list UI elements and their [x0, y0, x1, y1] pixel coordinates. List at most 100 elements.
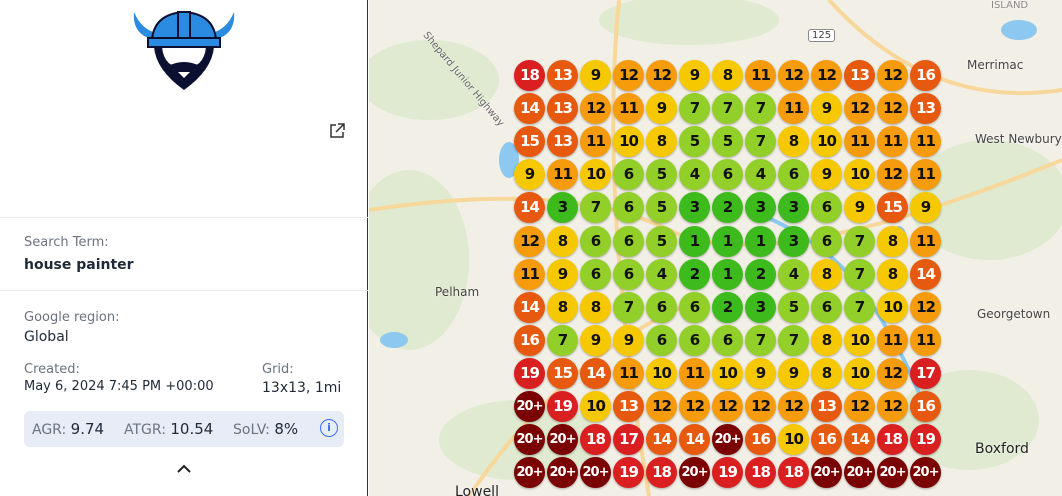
- rank-pin[interactable]: 11: [745, 60, 776, 91]
- rank-pin[interactable]: 11: [613, 357, 644, 389]
- rank-pin[interactable]: 13: [547, 126, 578, 158]
- rank-pin[interactable]: 11: [910, 126, 941, 158]
- rank-pin[interactable]: 10: [844, 159, 875, 191]
- rank-pin[interactable]: 14: [844, 424, 875, 456]
- rank-pin[interactable]: 6: [613, 258, 644, 290]
- rank-pin[interactable]: 6: [679, 324, 710, 356]
- rank-pin[interactable]: 2: [712, 291, 743, 323]
- rank-pin[interactable]: 7: [745, 324, 776, 356]
- rank-pin[interactable]: 11: [613, 93, 644, 125]
- rank-pin[interactable]: 15: [877, 192, 908, 224]
- rank-pin[interactable]: 4: [679, 159, 710, 191]
- rank-pin[interactable]: 6: [679, 291, 710, 323]
- rank-pin[interactable]: 5: [646, 192, 677, 224]
- rank-pin[interactable]: 7: [745, 126, 776, 158]
- rank-pin[interactable]: 18: [745, 457, 776, 489]
- rank-pin[interactable]: 19: [910, 424, 941, 456]
- rank-pin[interactable]: 3: [745, 291, 776, 323]
- rank-pin[interactable]: 19: [547, 391, 578, 422]
- rank-pin[interactable]: 12: [877, 159, 908, 191]
- rank-pin[interactable]: 9: [547, 258, 578, 290]
- rank-pin[interactable]: 9: [811, 93, 842, 125]
- rank-pin[interactable]: 20+: [547, 424, 578, 456]
- info-icon[interactable]: i: [320, 419, 338, 437]
- rank-pin[interactable]: 5: [646, 225, 677, 257]
- rank-pin[interactable]: 13: [547, 60, 578, 91]
- rank-pin[interactable]: 9: [646, 93, 677, 125]
- rank-pin[interactable]: 8: [580, 291, 611, 323]
- rank-pin[interactable]: 8: [811, 258, 842, 290]
- rank-pin[interactable]: 8: [877, 258, 908, 290]
- rank-pin[interactable]: 11: [910, 159, 941, 191]
- rank-pin[interactable]: 13: [811, 391, 842, 422]
- rank-pin[interactable]: 12: [877, 60, 908, 91]
- rank-pin[interactable]: 6: [811, 192, 842, 224]
- rank-pin[interactable]: 14: [679, 424, 710, 456]
- rank-pin[interactable]: 15: [514, 126, 545, 158]
- rank-pin[interactable]: 11: [844, 126, 875, 158]
- rank-pin[interactable]: 12: [811, 60, 842, 91]
- rank-pin[interactable]: 4: [646, 258, 677, 290]
- rank-pin[interactable]: 9: [745, 357, 776, 389]
- rank-pin[interactable]: 12: [679, 391, 710, 422]
- rank-pin[interactable]: 1: [712, 225, 743, 257]
- rank-pin[interactable]: 1: [679, 225, 710, 257]
- rank-pin[interactable]: 6: [613, 225, 644, 257]
- rank-pin[interactable]: 10: [580, 159, 611, 191]
- rank-pin[interactable]: 18: [580, 424, 611, 456]
- rank-pin[interactable]: 11: [910, 225, 941, 257]
- rank-pin[interactable]: 3: [679, 192, 710, 224]
- rank-pin[interactable]: 9: [514, 159, 545, 191]
- rank-pin[interactable]: 12: [580, 93, 611, 125]
- rank-pin[interactable]: 6: [778, 159, 809, 191]
- rank-pin[interactable]: 7: [844, 225, 875, 257]
- rank-pin[interactable]: 13: [844, 60, 875, 91]
- rank-pin[interactable]: 10: [646, 357, 677, 389]
- external-link-icon[interactable]: [328, 122, 346, 140]
- rank-pin[interactable]: 6: [646, 291, 677, 323]
- rank-pin[interactable]: 12: [910, 291, 941, 323]
- rank-pin[interactable]: 12: [646, 391, 677, 422]
- rank-pin[interactable]: 11: [877, 126, 908, 158]
- rank-pin[interactable]: 17: [613, 424, 644, 456]
- rank-pin[interactable]: 8: [712, 60, 743, 91]
- rank-pin[interactable]: 2: [712, 192, 743, 224]
- rank-pin[interactable]: 11: [910, 324, 941, 356]
- rank-pin[interactable]: 6: [712, 159, 743, 191]
- rank-pin[interactable]: 14: [646, 424, 677, 456]
- rank-pin[interactable]: 6: [580, 258, 611, 290]
- rank-pin[interactable]: 7: [712, 93, 743, 125]
- rank-pin[interactable]: 9: [580, 60, 611, 91]
- rank-pin[interactable]: 8: [547, 225, 578, 257]
- rank-pin[interactable]: 11: [877, 324, 908, 356]
- rank-pin[interactable]: 7: [844, 291, 875, 323]
- rank-pin[interactable]: 2: [679, 258, 710, 290]
- rank-pin[interactable]: 10: [844, 324, 875, 356]
- rank-pin[interactable]: 12: [844, 93, 875, 125]
- rank-pin[interactable]: 9: [613, 324, 644, 356]
- rank-pin[interactable]: 6: [580, 225, 611, 257]
- rank-pin[interactable]: 6: [811, 291, 842, 323]
- rank-pin[interactable]: 16: [514, 324, 545, 356]
- rank-pin[interactable]: 8: [547, 291, 578, 323]
- chevron-up-icon[interactable]: [174, 460, 194, 476]
- rank-pin[interactable]: 4: [778, 258, 809, 290]
- rank-pin[interactable]: 1: [712, 258, 743, 290]
- rank-pin[interactable]: 19: [514, 357, 545, 389]
- rank-pin[interactable]: 20+: [712, 424, 743, 456]
- rank-pin[interactable]: 20+: [514, 391, 545, 422]
- rank-pin[interactable]: 20+: [844, 457, 875, 489]
- rank-pin[interactable]: 5: [646, 159, 677, 191]
- rank-pin[interactable]: 8: [811, 357, 842, 389]
- rank-pin[interactable]: 17: [910, 357, 941, 389]
- rank-pin[interactable]: 7: [844, 258, 875, 290]
- rank-pin[interactable]: 13: [910, 93, 941, 125]
- rank-pin[interactable]: 18: [646, 457, 677, 489]
- rank-pin[interactable]: 14: [514, 291, 545, 323]
- rank-pin[interactable]: 3: [778, 225, 809, 257]
- rank-pin[interactable]: 9: [679, 60, 710, 91]
- rank-pin[interactable]: 18: [514, 60, 545, 91]
- rank-pin[interactable]: 12: [514, 225, 545, 257]
- rank-pin[interactable]: 13: [547, 93, 578, 125]
- rank-pin[interactable]: 6: [712, 324, 743, 356]
